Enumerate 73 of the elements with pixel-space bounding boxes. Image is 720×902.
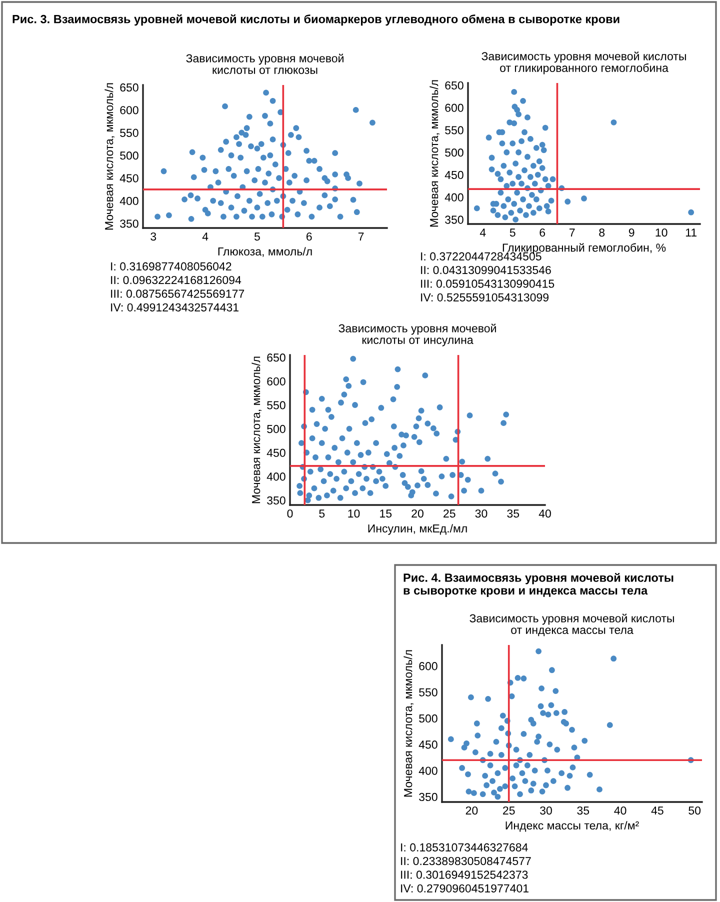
text: Рис. 4. Взаимосвязь уровня мочевой кислоты в сыворотке крови и индекса массы тела	[404, 573, 674, 597]
x-tick-label: 30	[475, 509, 488, 518]
x-tick-label: 30	[540, 806, 552, 815]
y-axis-title: Мочевая кислота, мкмоль/л	[404, 650, 414, 797]
x-axis-title: Индекс массы тела, кг/м²	[506, 821, 639, 832]
y-tick-label: 350	[445, 216, 464, 224]
y-tick-label: 400	[418, 766, 438, 775]
y-axis-title: Мочевая кислота, мкмоль/л	[430, 80, 440, 227]
y-axis-title: Мочевая кислота, мкмоль/л	[252, 356, 262, 504]
y-tick-label: 550	[267, 401, 286, 410]
x-tick-label: 5	[254, 232, 260, 241]
x-tick-label: 11	[686, 228, 696, 237]
y-tick-label: 650	[267, 354, 286, 362]
x-tick-label: 25	[503, 806, 515, 815]
y-tick-label: 600	[120, 106, 138, 114]
x-tick-label: 5	[510, 228, 516, 237]
x-tick-label: 50	[688, 806, 701, 815]
y-tick-label: 450	[120, 174, 138, 182]
chart-title: Зависимость уровня мочевой кислоты от глюкозы	[186, 54, 344, 74]
text: I: 0.3169877408056042 II: 0.09632224168126094 III: 0.08756567425569177 IV: 0.4991243432574431	[111, 262, 244, 312]
y-tick-label: 500	[445, 148, 464, 157]
y-tick-label: 550	[120, 128, 138, 137]
y-tick-label: 350	[419, 792, 438, 802]
y-tick-label: 650	[445, 81, 464, 90]
y-tick-label: 450	[418, 740, 438, 749]
y-tick-label: 400	[266, 472, 286, 481]
x-axis-title: Инсулин, мкЕд./мл	[368, 524, 467, 535]
x-tick-label: 35	[577, 806, 590, 815]
y-tick-label: 650	[120, 83, 138, 92]
y-tick-label: 600	[445, 104, 464, 112]
y-tick-label: 450	[266, 448, 286, 457]
y-tick-label: 500	[267, 424, 286, 434]
x-tick-label: 6	[540, 228, 546, 237]
x-tick-label: 4	[202, 232, 208, 241]
y-tick-label: 500	[120, 151, 138, 160]
x-tick-label: 5	[319, 510, 325, 518]
x-tick-label: 3	[150, 232, 156, 241]
y-tick-label: 350	[120, 220, 138, 228]
x-tick-label: 20	[412, 509, 424, 518]
x-tick-label: 10	[348, 509, 360, 518]
y-tick-label: 400	[120, 196, 138, 206]
y-tick-label: 550	[419, 688, 438, 696]
x-tick-label: 8	[599, 228, 605, 237]
text: Рис. 3. Взаимосвязь уровней мочевой кислоты и биомаркеров углеводного обмена в сыворотке крови	[12, 14, 620, 26]
x-axis-title: Гликированный гемоглобин, %	[502, 243, 666, 254]
x-tick-label: 20	[466, 806, 478, 815]
x-tick-label: 40	[614, 806, 626, 815]
y-tick-label: 350	[267, 496, 286, 505]
x-axis-title: Глюкоза, ммоль/л	[218, 247, 312, 257]
x-tick-label: 25	[444, 509, 456, 518]
y-tick-label: 400	[444, 193, 464, 202]
x-tick-label: 0	[287, 509, 293, 518]
y-tick-label: 600	[267, 377, 286, 386]
x-tick-label: 7	[569, 228, 575, 237]
y-axis-title: Мочевая кислота, мкмоль/л	[104, 83, 115, 230]
x-tick-label: 15	[380, 510, 392, 518]
chart-title: Зависимость уровня мочевой кислоты от инсулина	[338, 324, 496, 346]
chart-title: Зависимость уровня мочевой кислоты от гликированного гемоглобина	[482, 52, 686, 74]
x-tick-label: 45	[651, 806, 664, 815]
y-tick-label: 500	[419, 714, 438, 723]
x-tick-label: 35	[507, 509, 520, 518]
x-tick-label: 4	[480, 228, 486, 237]
x-tick-label: 40	[538, 509, 551, 518]
text: I: 0.3722044728434505 II: 0.04313099041533546 III: 0.05910543130990415 IV: 0.5255591054313099	[421, 252, 554, 302]
y-tick-label: 450	[444, 170, 464, 180]
x-tick-label: 10	[656, 228, 668, 237]
chart-title: Зависимость уровня мочевой кислоты от индекса массы тела	[470, 614, 674, 636]
y-tick-label: 600	[419, 662, 438, 670]
x-tick-label: 7	[358, 232, 364, 241]
x-tick-label: 9	[628, 228, 634, 237]
y-tick-label: 550	[445, 126, 464, 134]
x-tick-label: 6	[306, 232, 312, 241]
text: I: 0.18531073446327684 II: 0.23389830508474577 III: 0.3016949152542373 IV: 0.2790960451977401	[401, 843, 531, 892]
